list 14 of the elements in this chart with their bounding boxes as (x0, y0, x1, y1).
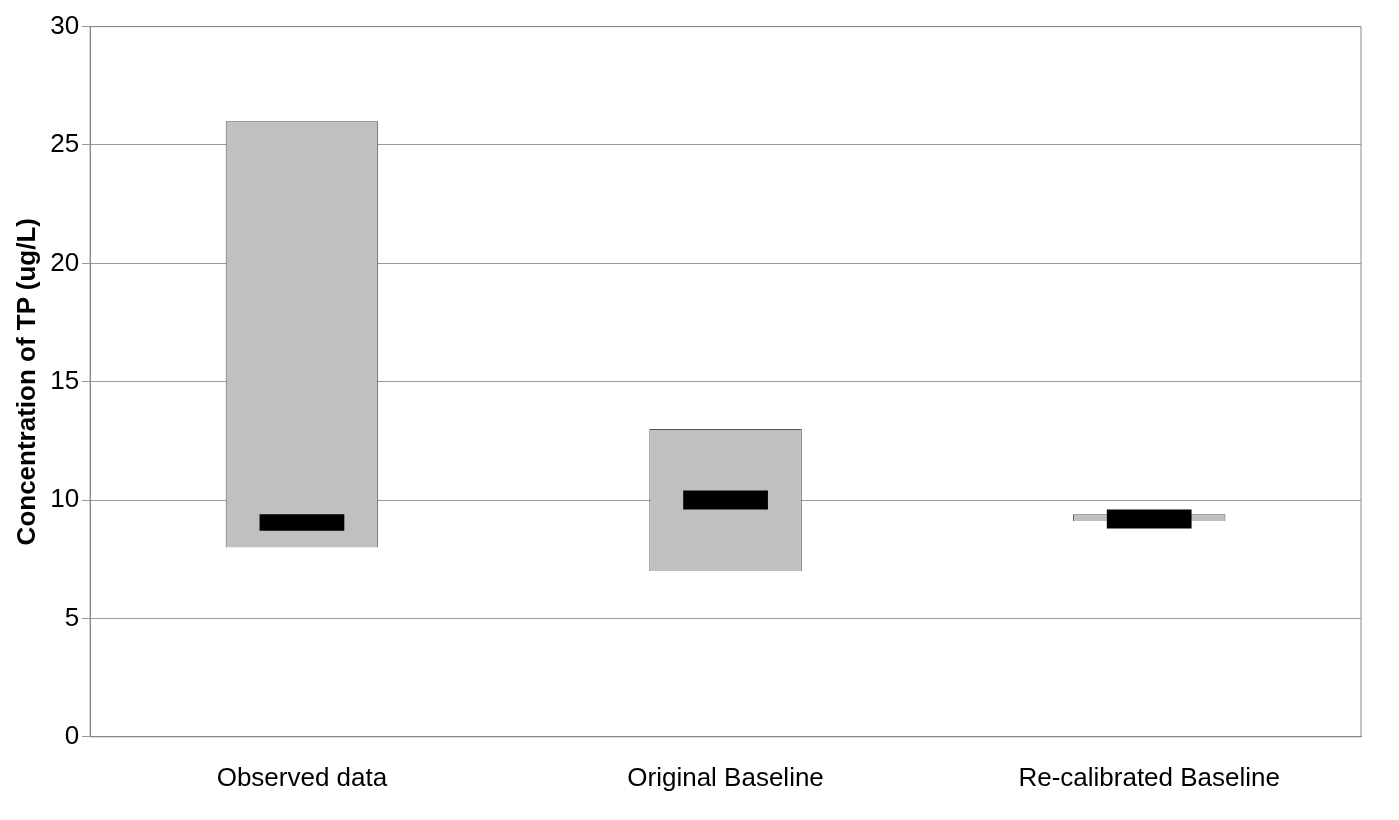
y-tick-label: 25 (50, 128, 80, 159)
x-tick-label: Re-calibrated Baseline (1018, 761, 1280, 792)
y-tick-label: 30 (50, 9, 80, 40)
y-tick-label: 20 (50, 246, 80, 277)
x-tick-label: Observed data (216, 761, 388, 792)
y-tick-label: 0 (64, 719, 80, 750)
bar (259, 514, 345, 531)
bar (1106, 509, 1192, 529)
y-tick-label: 10 (50, 483, 80, 514)
y-tick-label: 5 (64, 601, 80, 632)
y-tick-label: 15 (50, 364, 80, 395)
x-tick-label: Original Baseline (627, 761, 824, 792)
bar (683, 490, 768, 510)
y-axis-title: Concentration of TP (ug/L) (10, 218, 41, 546)
